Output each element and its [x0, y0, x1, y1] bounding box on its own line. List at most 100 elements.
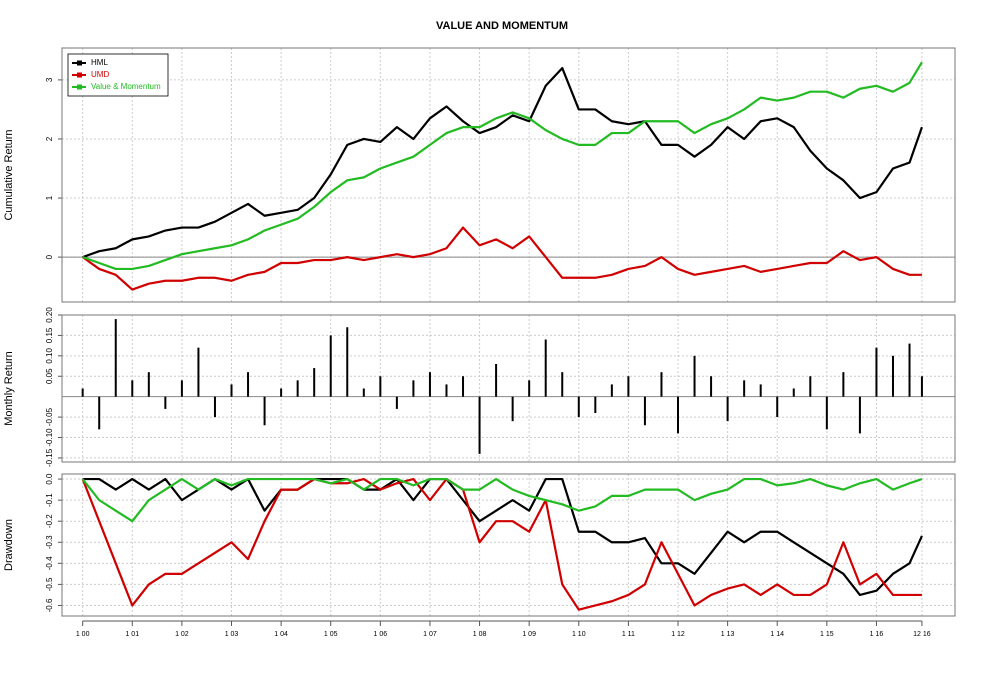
bar: [544, 339, 547, 397]
bar: [792, 388, 795, 397]
x-tick-label: 1 03: [225, 631, 239, 638]
legend-marker: [77, 72, 82, 78]
series-line: [82, 66, 923, 259]
y-axis-label: Monthly Return: [3, 351, 15, 426]
bar: [296, 380, 299, 397]
bar: [743, 380, 746, 397]
legend-marker: [77, 84, 82, 90]
bar: [98, 396, 101, 430]
plot-frame: [61, 473, 956, 617]
bar: [643, 396, 646, 426]
y-tick-label: 2: [45, 136, 54, 141]
bar: [313, 368, 316, 397]
y-tick-label: 3: [45, 77, 54, 82]
x-tick-label: 1 00: [76, 631, 90, 638]
bar: [594, 396, 597, 413]
y-tick-label: -0.2: [45, 514, 54, 528]
y-tick-label: 0.10: [45, 348, 54, 364]
bar: [247, 372, 250, 397]
bar: [346, 327, 349, 397]
bar: [213, 396, 216, 418]
bar: [495, 364, 498, 397]
bar: [528, 380, 531, 397]
series-line: [81, 477, 922, 611]
y-tick-label: 0.05: [45, 368, 54, 384]
bar: [280, 388, 283, 397]
y-tick-label: 0.0: [45, 473, 54, 485]
x-tick-label: 1 02: [175, 631, 189, 638]
bar: [180, 380, 183, 397]
bar: [412, 380, 415, 397]
y-tick-label: 0.20: [45, 307, 54, 323]
series-line: [82, 226, 922, 291]
x-tick-label: 1 05: [324, 631, 338, 638]
bar: [462, 376, 465, 397]
bar: [693, 355, 696, 397]
series-line: [81, 477, 923, 523]
bar: [197, 347, 200, 397]
bar: [809, 376, 812, 397]
bar: [428, 372, 431, 397]
y-tick-label: 0: [45, 254, 54, 259]
bar: [263, 396, 266, 426]
x-tick-label: 1 07: [423, 631, 437, 638]
bar: [842, 372, 845, 397]
bar: [114, 319, 117, 397]
y-tick-label: -0.6: [45, 598, 54, 612]
bar: [362, 388, 365, 397]
bar: [891, 355, 894, 397]
legend-marker: [77, 60, 82, 66]
x-tick-label: 1 14: [770, 631, 784, 638]
bar: [131, 380, 134, 397]
x-tick-label: 1 09: [522, 631, 536, 638]
y-tick-label: 1: [45, 195, 54, 200]
x-tick-label: 1 01: [125, 631, 139, 638]
plot-frame: [61, 47, 956, 303]
legend-label: Value & Momentum: [91, 82, 161, 91]
bar: [920, 376, 923, 397]
y-tick-label: -0.4: [45, 556, 54, 570]
y-tick-label: -0.15: [45, 448, 54, 467]
legend-label: UMD: [91, 70, 109, 79]
legend: HML UMD Value & Momentum: [67, 53, 169, 97]
bar: [858, 396, 861, 434]
bar: [379, 376, 382, 397]
y-tick-label: -0.05: [45, 407, 54, 426]
bar: [825, 396, 828, 430]
plot-frame: [61, 314, 956, 463]
x-tick-label: 1 15: [820, 631, 834, 638]
bar: [445, 384, 448, 397]
x-tick-label: 1 04: [274, 631, 288, 638]
bar: [81, 388, 84, 397]
y-tick-label: -0.10: [45, 428, 54, 447]
y-tick-label: -0.5: [45, 577, 54, 591]
bar: [776, 396, 779, 418]
bar: [511, 396, 514, 422]
bar: [610, 384, 613, 397]
x-tick-label: 1 16: [870, 631, 884, 638]
bar: [164, 396, 167, 409]
y-tick-label: -0.1: [45, 493, 54, 507]
x-tick-label: 1 06: [374, 631, 388, 638]
bar: [627, 376, 630, 397]
x-tick-label: 1 10: [572, 631, 586, 638]
x-tick-label: 12 16: [913, 631, 931, 638]
bar: [660, 372, 663, 397]
bar: [759, 384, 762, 397]
y-axis-label: Cumulative Return: [3, 129, 15, 220]
x-tick-label: 1 08: [473, 631, 487, 638]
bar: [478, 396, 481, 454]
chart-title: VALUE AND MOMENTUM: [436, 20, 568, 32]
x-tick-label: 1 12: [671, 631, 685, 638]
bar: [875, 347, 878, 397]
series-line: [82, 61, 923, 271]
bar: [577, 396, 580, 418]
y-tick-label: 0.15: [45, 327, 54, 343]
x-tick-label: 1 11: [622, 631, 635, 638]
y-tick-label: -0.3: [45, 535, 54, 549]
bar: [726, 396, 729, 422]
bar: [147, 372, 150, 397]
series-line: [82, 477, 923, 597]
